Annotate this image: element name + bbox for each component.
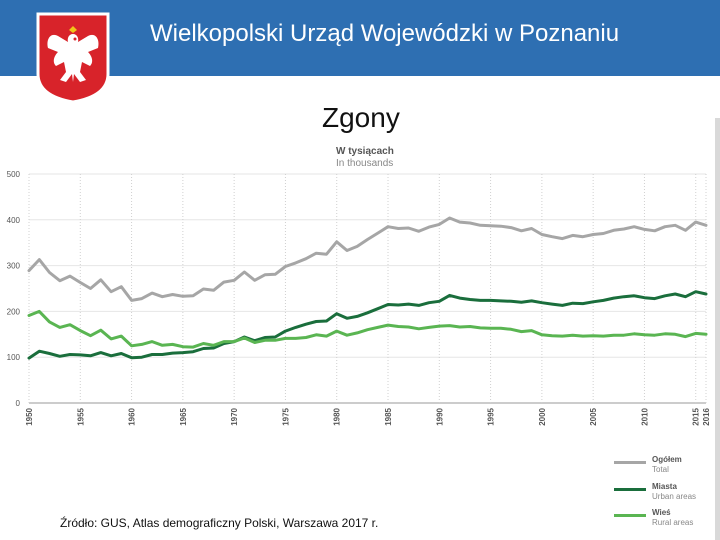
legend-label-urban-en: Urban areas bbox=[652, 492, 697, 501]
y-tick-label: 300 bbox=[7, 262, 21, 271]
legend-swatch-total bbox=[614, 461, 646, 464]
x-tick-label: 1980 bbox=[333, 407, 342, 425]
y-tick-label: 500 bbox=[7, 170, 21, 179]
legend-label-rural-en: Rural areas bbox=[652, 518, 694, 527]
x-tick-label: 1950 bbox=[25, 407, 34, 425]
x-tick-label: 1970 bbox=[230, 407, 239, 425]
x-tick-label: 1955 bbox=[76, 407, 85, 425]
header-bar: Wielkopolski Urząd Wojewódzki w Poznaniu bbox=[0, 0, 720, 104]
legend-label-total-en: Total bbox=[652, 465, 669, 474]
x-tick-label: 2010 bbox=[640, 407, 649, 425]
x-tick-label: 1995 bbox=[487, 407, 496, 425]
legend-label-rural: Wieś bbox=[652, 508, 671, 517]
x-tick-label: 1960 bbox=[128, 407, 137, 425]
x-tick-label: 2015 bbox=[692, 407, 701, 425]
slide-title: Zgony bbox=[322, 102, 400, 133]
unit-label-pl: W tysiącach bbox=[336, 146, 394, 157]
header-title: Wielkopolski Urząd Wojewódzki w Poznaniu bbox=[150, 20, 620, 47]
y-tick-label: 200 bbox=[7, 307, 21, 316]
series-line-total bbox=[27, 216, 708, 302]
y-tick-label: 400 bbox=[7, 216, 21, 225]
legend-swatch-rural bbox=[614, 514, 646, 517]
series-line-urban bbox=[27, 290, 708, 360]
x-tick-label: 1975 bbox=[281, 407, 290, 425]
y-tick-label: 100 bbox=[7, 353, 21, 362]
series-line-rural bbox=[27, 309, 708, 349]
y-tick-label: 0 bbox=[16, 399, 21, 408]
polish-eagle-emblem-icon bbox=[36, 12, 110, 104]
x-tick-label: 1965 bbox=[179, 407, 188, 425]
legend-label-total: Ogółem bbox=[652, 455, 682, 464]
x-tick-label: 1990 bbox=[435, 407, 444, 425]
x-tick-label: 2005 bbox=[589, 407, 598, 425]
legend-label-urban: Miasta bbox=[652, 482, 677, 491]
unit-label-en: In thousands bbox=[336, 158, 394, 169]
deaths-line-chart: 0 100 200 300 400 500 1950 1955 1960 1965 1970 197… bbox=[7, 170, 711, 426]
slide-edge-strip bbox=[715, 118, 720, 540]
x-tick-label: 2000 bbox=[538, 407, 547, 425]
legend-swatch-urban bbox=[614, 488, 646, 491]
x-tick-label: 1985 bbox=[384, 407, 393, 425]
source-note: Źródło: GUS, Atlas demograficzny Polski,… bbox=[60, 516, 379, 530]
x-tick-label: 2016 bbox=[702, 407, 711, 425]
